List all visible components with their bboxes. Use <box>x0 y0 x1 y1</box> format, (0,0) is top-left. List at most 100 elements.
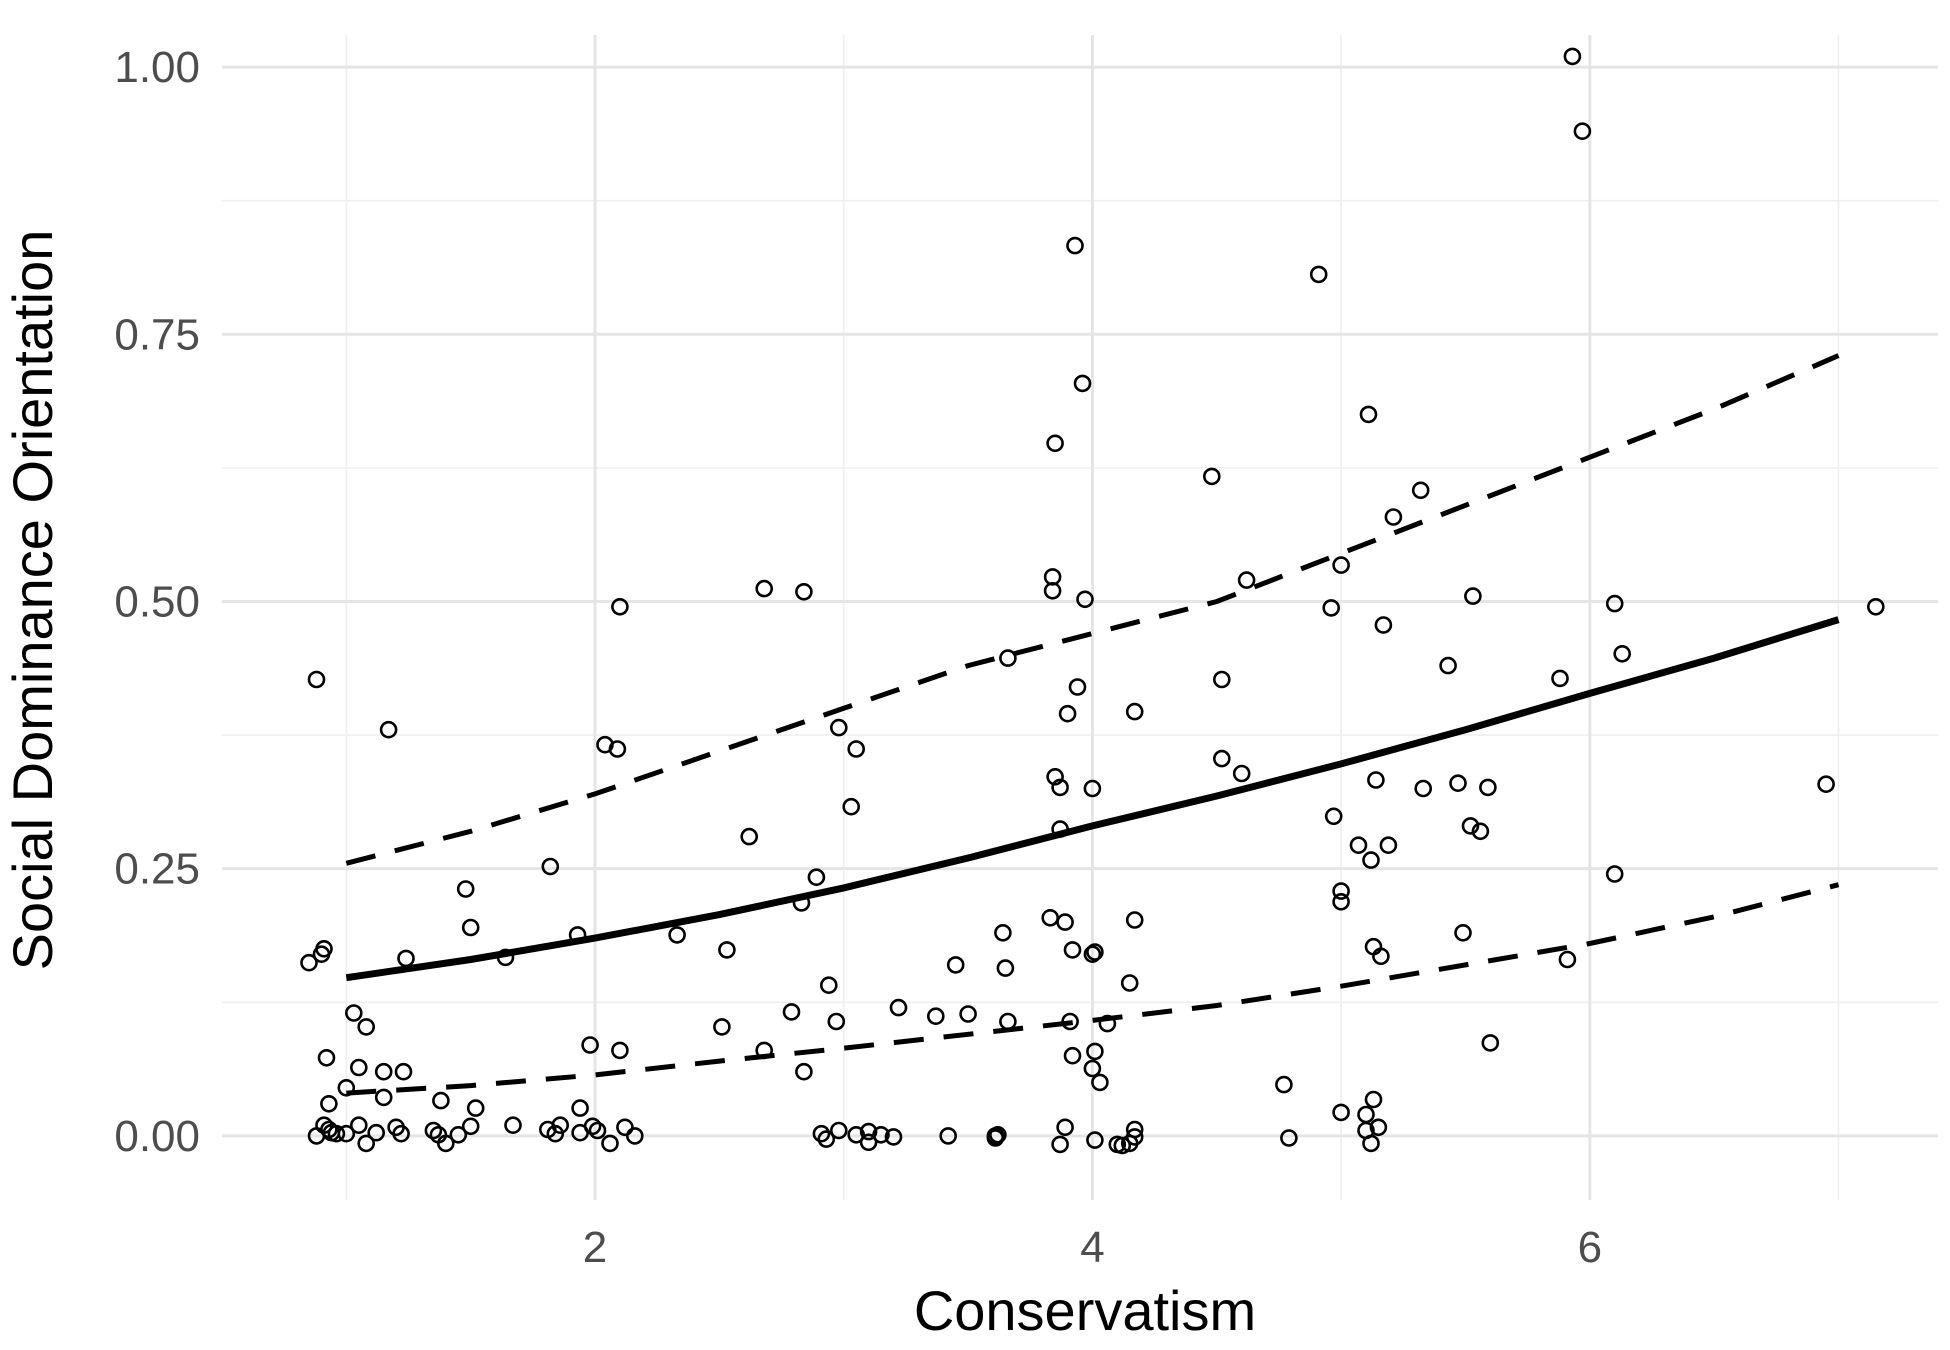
data-point <box>827 1012 846 1031</box>
data-point <box>1372 947 1390 966</box>
data-point <box>1471 822 1490 841</box>
data-point <box>1605 865 1624 883</box>
data-point <box>1439 656 1457 675</box>
data-point <box>1309 265 1328 284</box>
data-point <box>300 953 318 972</box>
data-point <box>496 948 515 967</box>
data-point <box>571 1099 589 1117</box>
data-point <box>1063 941 1082 959</box>
data-point <box>1384 508 1403 526</box>
data-point <box>819 976 838 995</box>
data-point <box>315 939 333 958</box>
x-axis-ticks: 2 4 6 <box>583 1223 1602 1272</box>
data-point <box>568 926 587 944</box>
data-point <box>1098 1014 1117 1033</box>
data-point <box>1411 481 1430 500</box>
confidence-band-lines <box>345 353 1840 1096</box>
data-point <box>1058 704 1077 723</box>
data-point <box>1068 678 1087 696</box>
data-point <box>829 1121 848 1140</box>
data-point <box>1091 1073 1109 1092</box>
data-point <box>424 1121 443 1140</box>
data-point <box>1076 590 1094 609</box>
data-point <box>1125 702 1144 721</box>
data-point <box>812 1124 831 1143</box>
y-tick-label: 0.25 <box>114 845 200 894</box>
data-point <box>456 880 475 898</box>
data-point <box>847 1126 866 1144</box>
data-point <box>1481 1034 1500 1052</box>
data-point <box>601 1134 619 1153</box>
data-point <box>1374 616 1393 634</box>
data-point <box>1232 764 1251 783</box>
data-point <box>1213 670 1231 689</box>
data-point <box>337 1079 356 1097</box>
data-point <box>349 1116 368 1134</box>
data-point <box>588 1121 607 1140</box>
data-point <box>394 1062 413 1081</box>
data-point <box>668 926 686 944</box>
upper-confidence-line <box>345 353 1840 866</box>
data-point <box>461 918 480 937</box>
data-point <box>1120 974 1139 992</box>
y-tick-label: 0.50 <box>114 577 200 626</box>
data-point <box>1449 774 1467 793</box>
data-point <box>1573 122 1592 140</box>
data-point <box>994 923 1012 942</box>
data-point <box>379 720 398 739</box>
data-point <box>504 1116 522 1134</box>
data-point <box>1324 807 1343 826</box>
data-point <box>374 1088 393 1107</box>
data-point <box>374 1062 393 1081</box>
data-point <box>1051 820 1069 838</box>
data-point <box>1369 1118 1388 1137</box>
x-axis-title: Conservatism <box>914 1279 1256 1342</box>
data-point <box>847 740 866 758</box>
data-point <box>1414 779 1432 798</box>
data-point <box>1275 1075 1293 1094</box>
data-point <box>337 1124 356 1143</box>
data-point <box>795 582 813 601</box>
data-point <box>344 1004 363 1022</box>
data-point <box>926 1007 945 1026</box>
data-point <box>541 857 560 876</box>
data-point <box>1332 882 1350 900</box>
data-point <box>1464 587 1482 605</box>
data-point <box>1367 771 1385 789</box>
y-tick-label: 0.00 <box>114 1112 200 1161</box>
data-point <box>466 1099 485 1117</box>
data-point <box>1083 1059 1102 1078</box>
data-point <box>449 1126 468 1144</box>
data-point <box>583 1117 602 1136</box>
data-point <box>1056 913 1074 931</box>
data-point <box>842 797 861 816</box>
data-point <box>1213 749 1231 768</box>
data-point <box>986 1129 1005 1147</box>
data-point <box>884 1128 903 1146</box>
data-point <box>718 941 736 959</box>
data-point <box>1359 405 1378 424</box>
data-point <box>1046 767 1064 786</box>
data-point <box>859 1133 878 1152</box>
data-point <box>889 998 908 1017</box>
data-point <box>1558 950 1577 969</box>
data-point <box>1357 1105 1375 1124</box>
data-point <box>859 1122 878 1141</box>
data-point <box>1056 1118 1074 1137</box>
x-tick-label: 6 <box>1578 1223 1602 1272</box>
data-point <box>939 1127 958 1145</box>
data-point <box>357 1134 376 1153</box>
data-point <box>1237 571 1256 589</box>
data-point <box>1364 1090 1383 1109</box>
data-point <box>740 827 759 846</box>
data-point <box>792 894 811 912</box>
data-point <box>1551 669 1569 688</box>
data-point <box>1125 1128 1144 1146</box>
data-point <box>397 949 415 968</box>
data-point <box>1461 817 1480 835</box>
data-point <box>1063 1046 1082 1065</box>
data-point <box>755 1041 774 1060</box>
data-points <box>300 47 1885 1155</box>
data-point <box>1086 1131 1104 1149</box>
